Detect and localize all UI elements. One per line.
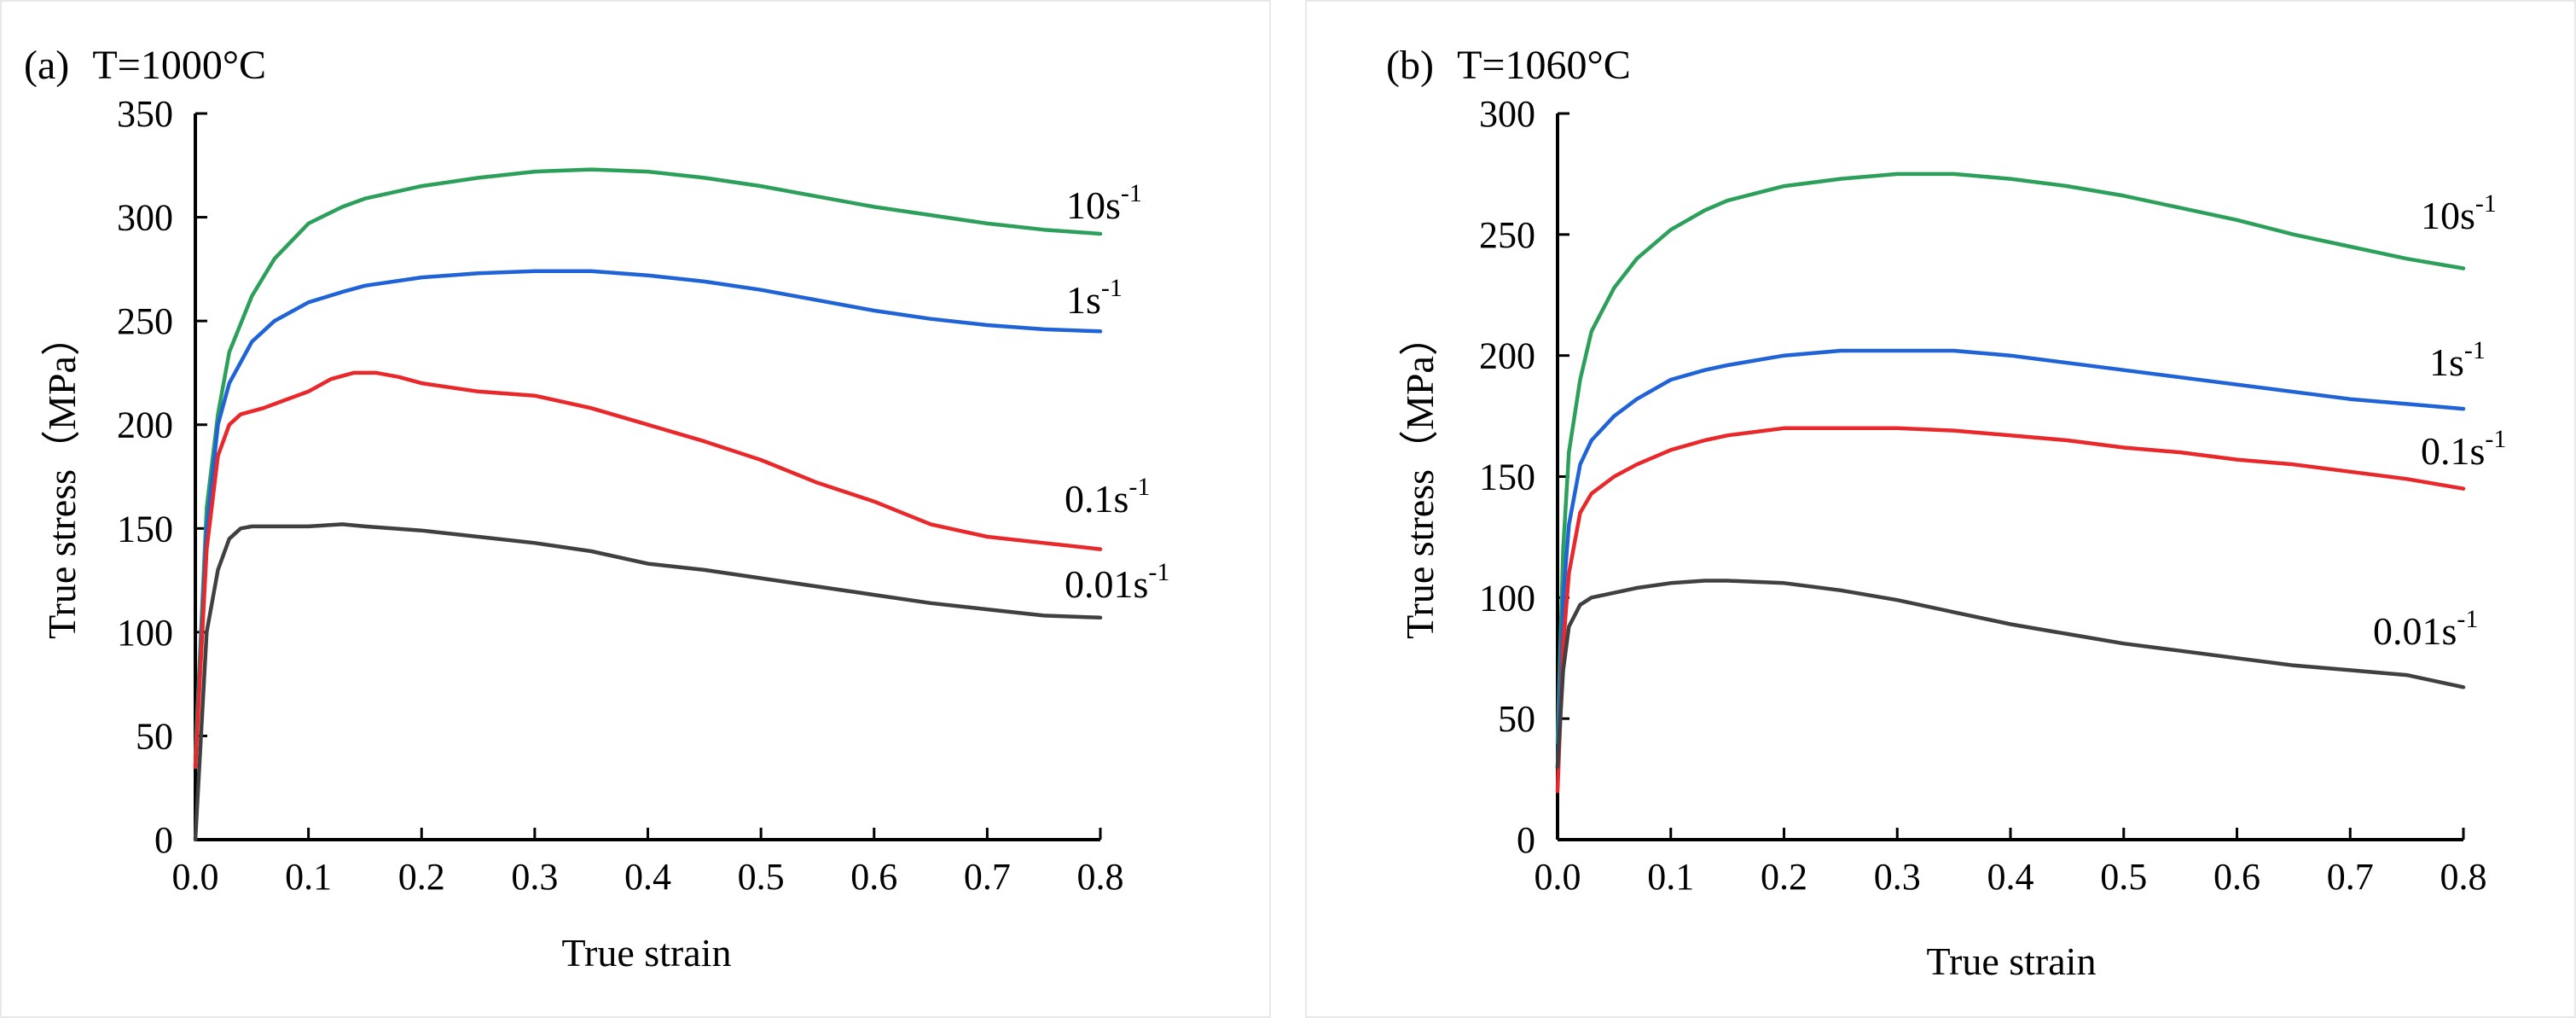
panel-b-title: (b) T=1060°C	[1386, 43, 1631, 88]
panel-a-y-label: True stress（MPa）	[40, 317, 84, 639]
panel-a-curve-10s	[193, 167, 1103, 759]
panel-a-x-tick-label: 0.0	[172, 856, 219, 898]
panel-a-series	[193, 167, 1103, 842]
panel-b-y-tick-label: 0	[1517, 819, 1535, 861]
panel-a-curve-1s	[193, 269, 1103, 770]
panel-b-y-tick-label: 100	[1479, 577, 1535, 619]
panel-a-curve-0-01s	[193, 522, 1103, 842]
panel-b-x-label: True strain	[1927, 939, 2097, 983]
panel-a-x-tick-label: 0.6	[850, 856, 897, 898]
panel-b-x-tick-label: 0.4	[1987, 856, 2034, 898]
panel-b-curve-0-1s	[1555, 426, 2466, 794]
panel-a-y-tick-label: 300	[117, 197, 173, 239]
panel-a-y-tick-label: 350	[117, 93, 173, 135]
panel-b-y-tick-label: 150	[1479, 457, 1535, 498]
panel-b-curve-0-01s	[1555, 579, 2466, 770]
panel-a-label-10s: 10s-1	[1066, 179, 1142, 227]
panel-a-x-tick-label: 0.8	[1077, 856, 1124, 898]
panel-b-label-0-1s: 0.1s-1	[2421, 425, 2506, 473]
panel-b-y-tick-label: 200	[1479, 335, 1535, 377]
panel-a-y-tick-label: 50	[136, 715, 173, 757]
panel-b-x-tick-label: 0.5	[2100, 856, 2147, 898]
panel-a-ticks: 0.0 0.1 0.2 0.3 0.4 0.5 0.6 0.7 0.8 0 50 100 150 200 2…	[117, 93, 1124, 898]
panel-a-y-tick-label: 150	[117, 508, 173, 550]
panel-b-x-tick-label: 0.3	[1874, 856, 1921, 898]
panel-b-label: (b)	[1386, 43, 1434, 88]
panel-b-curve-1s	[1555, 348, 2466, 770]
panel-a-x-tick-label: 0.7	[964, 856, 1011, 898]
panel-a-y-tick-label: 250	[117, 300, 173, 342]
panel-a-title: (a) T=1000°C	[24, 43, 266, 88]
panel-b-ticks: 0.0 0.1 0.2 0.3 0.4 0.5 0.6 0.7 0.8 0 50 100 150 200 2…	[1479, 93, 2487, 898]
panel-b-series	[1555, 172, 2466, 794]
panel-b-x-tick-label: 0.2	[1761, 856, 1807, 898]
panel-a-label: (a)	[24, 43, 69, 88]
panel-a-x-tick-label: 0.5	[738, 856, 785, 898]
panel-b-x-tick-label: 0.8	[2440, 856, 2487, 898]
panel-b-x-tick-label: 0.1	[1647, 856, 1694, 898]
panel-a-x-tick-label: 0.2	[398, 856, 445, 898]
panel-b-label-0-01s: 0.01s-1	[2373, 605, 2478, 653]
panel-a-frame	[0, 0, 1271, 1018]
panel-b-frame	[1305, 0, 2576, 1018]
panel-b-temperature: T=1060°C	[1457, 43, 1631, 88]
chart-panel-a: (a) T=1000°C 0.0 0.1 0.2 0.3 0.4 0.5 0.6 0.7 0.8…	[24, 43, 1169, 974]
panel-b-y-label: True stress（MPa）	[1398, 317, 1442, 639]
panel-b-y-tick-label: 300	[1479, 93, 1535, 135]
panel-a-x-label: True strain	[562, 931, 732, 974]
panel-a-label-1s: 1s-1	[1066, 274, 1123, 322]
panel-a-x-tick-label: 0.4	[624, 856, 671, 898]
panel-a-y-tick-label: 0	[154, 819, 173, 861]
panel-b-x-tick-label: 0.7	[2327, 856, 2374, 898]
panel-a-label-0-1s: 0.1s-1	[1065, 473, 1150, 521]
panel-a-label-0-01s: 0.01s-1	[1065, 558, 1169, 606]
panel-b-x-tick-label: 0.6	[2213, 856, 2260, 898]
panel-a-curve-0-1s	[193, 370, 1103, 770]
panel-b-label-10s: 10s-1	[2421, 189, 2497, 237]
chart-panel-b: (b) T=1060°C 0.0 0.1 0.2 0.3 0.4 0.5 0.6 0.7 0.8…	[1386, 43, 2506, 983]
panel-a-temperature: T=1000°C	[92, 43, 266, 88]
panel-b-x-tick-label: 0.0	[1535, 856, 1581, 898]
panel-a-y-tick-label: 100	[117, 612, 173, 654]
panel-b-y-tick-label: 50	[1498, 698, 1535, 740]
panel-a-x-tick-label: 0.3	[511, 856, 558, 898]
panel-b-y-tick-label: 250	[1479, 214, 1535, 256]
panel-b-curve-10s	[1555, 172, 2466, 745]
panel-b-label-1s: 1s-1	[2429, 336, 2486, 384]
panel-a-x-tick-label: 0.1	[285, 856, 332, 898]
panel-a-y-tick-label: 200	[117, 404, 173, 446]
